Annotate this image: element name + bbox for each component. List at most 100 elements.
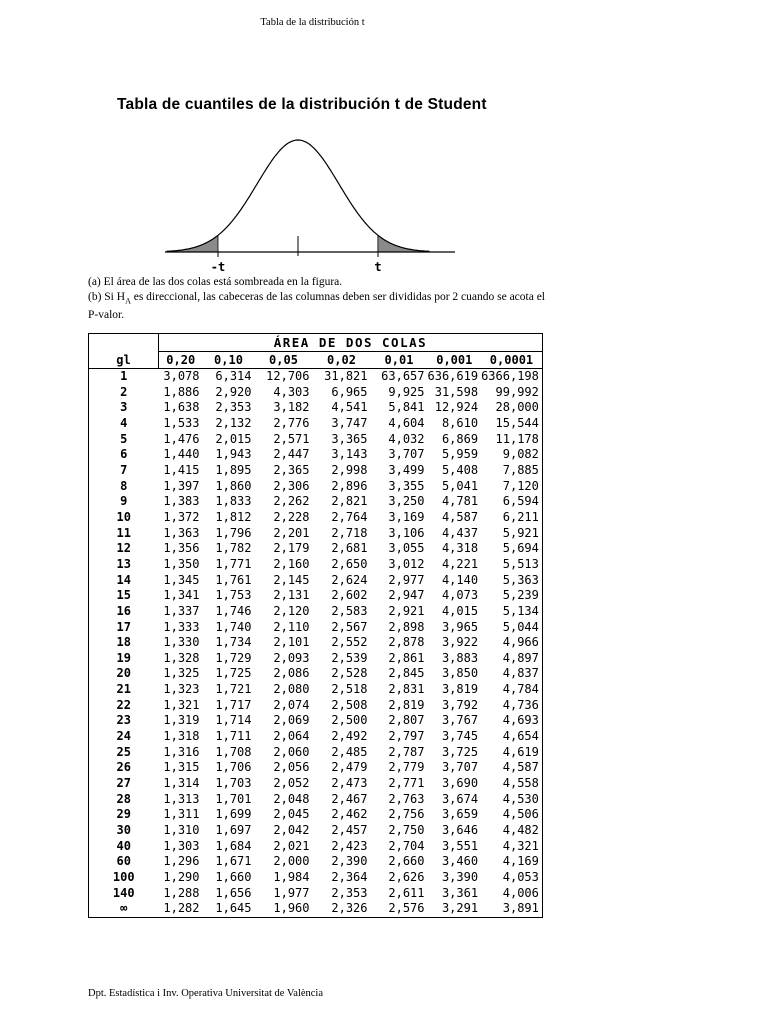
t-value-cell: 4,032	[388, 431, 425, 446]
t-value-cell: 4,482	[502, 823, 539, 838]
t-value-cell: 3,143	[331, 447, 368, 462]
t-value-cell: 1,372	[163, 509, 200, 524]
gl-cell: 13	[116, 556, 131, 571]
t-value-cell: 4,530	[502, 791, 539, 806]
t-value-cell: 4,140	[441, 572, 479, 587]
t-value-cell: 2,390	[331, 854, 368, 869]
t-value-cell: 1,895	[215, 462, 252, 477]
t-value-cell: 1,356	[163, 541, 200, 556]
t-value-cell: 3,747	[331, 415, 368, 430]
t-value-cell: 1,699	[215, 807, 252, 822]
t-value-cell: 2,921	[388, 603, 425, 618]
gl-column-header: gl	[88, 351, 159, 369]
note-b-post: es direccional, las cabeceras de las col…	[88, 291, 545, 322]
t-value-cell: 4,053	[502, 870, 539, 884]
t-value-cell: 2,080	[273, 682, 310, 697]
t-value-cell: 2,306	[273, 478, 310, 493]
t-value-cell: 2,602	[331, 588, 368, 603]
t-value-cell: 2,473	[331, 776, 368, 791]
t-value-cell: 1,318	[163, 729, 200, 744]
t-value-cell: 1,476	[163, 431, 200, 446]
t-value-cell: 1,711	[215, 729, 252, 744]
t-value-cell: 1,977	[273, 885, 310, 900]
table-row: 17 1,333 1,740 2,110 2,567 2,898 3,965 5,044	[89, 620, 543, 636]
t-value-cell: 2,086	[273, 666, 310, 681]
t-value-cell: 1,310	[163, 823, 200, 838]
t-value-cell: 4,781	[441, 494, 479, 509]
t-value-cell: 2,845	[388, 666, 425, 681]
t-value-cell: 4,015	[441, 603, 479, 618]
t-value-cell: 2,015	[215, 431, 252, 446]
t-value-cell: 6,965	[331, 384, 368, 399]
t-value-cell: 3,707	[441, 760, 479, 775]
t-value-cell: 1,734	[215, 635, 252, 650]
table-row: 3 1,638 2,353 3,182 4,541 5,841 12,924 28,000	[89, 400, 543, 416]
t-value-cell: 2,539	[331, 650, 368, 665]
table-row: 13 1,350 1,771 2,160 2,650 3,012 4,221 5,513	[89, 557, 543, 573]
t-value-cell: 4,169	[502, 854, 539, 869]
t-value-cell: 1,330	[163, 635, 200, 650]
t-value-cell: 4,604	[388, 415, 425, 430]
t-value-cell: 2,069	[273, 713, 310, 728]
gl-cell: 30	[116, 823, 131, 838]
table-row: 14 1,345 1,761 2,145 2,624 2,977 4,140 5,363	[89, 573, 543, 589]
table-row: 20 1,325 1,725 2,086 2,528 2,845 3,850 4,837	[89, 666, 543, 682]
t-value-cell: 2,750	[388, 823, 425, 838]
gl-cell: 19	[116, 650, 131, 665]
t-value-cell: 2,718	[331, 525, 368, 540]
t-value-cell: 4,654	[502, 729, 539, 744]
t-value-cell: 2,861	[388, 650, 425, 665]
t-value-cell: 1,717	[215, 697, 252, 712]
t-value-cell: 1,533	[163, 415, 200, 430]
t-value-cell: 3,012	[388, 556, 425, 571]
column-header: 0,001	[427, 351, 482, 369]
gl-cell: 100	[112, 870, 135, 884]
column-header: 0,20	[158, 351, 203, 369]
t-value-cell: 2,704	[388, 838, 425, 853]
t-value-cell: 1,729	[215, 650, 252, 665]
t-value-cell: 2,228	[273, 509, 310, 524]
t-value-cell: 1,943	[215, 447, 252, 462]
t-value-cell: 2,896	[331, 478, 368, 493]
t-value-cell: 5,408	[441, 462, 479, 477]
t-value-cell: 1,796	[215, 525, 252, 540]
t-value-cell: 1,656	[215, 885, 252, 900]
table-row: 9 1,383 1,833 2,262 2,821 3,250 4,781 6,594	[89, 494, 543, 510]
t-value-cell: 2,898	[388, 619, 425, 634]
t-value-cell: 3,551	[441, 838, 479, 853]
table-row: 27 1,314 1,703 2,052 2,473 2,771 3,690 4,558	[89, 776, 543, 792]
t-value-cell: 2,660	[388, 854, 425, 869]
t-value-cell: 2,998	[331, 462, 368, 477]
t-value-cell: 1,415	[163, 462, 200, 477]
gl-cell: 20	[116, 666, 131, 681]
t-value-cell: 4,619	[502, 744, 539, 759]
t-value-cell: 2,567	[331, 619, 368, 634]
t-value-cell: 1,313	[163, 791, 200, 806]
t-value-cell: 1,771	[215, 556, 252, 571]
t-value-cell: 3,690	[441, 776, 479, 791]
t-value-cell: 1,315	[163, 760, 200, 775]
t-value-cell: 2,101	[273, 635, 310, 650]
t-value-cell: 3,965	[441, 619, 479, 634]
t-value-cell: 1,296	[163, 854, 200, 869]
t-value-cell: 1,328	[163, 650, 200, 665]
t-value-cell: 1,833	[215, 494, 252, 509]
t-value-cell: 2,326	[331, 901, 368, 916]
table-row: 40 1,303 1,684 2,021 2,423 2,704 3,551 4,321	[89, 839, 543, 855]
t-value-cell: 3,922	[441, 635, 479, 650]
t-value-cell: 12,924	[434, 400, 479, 415]
note-b-subscript: A	[125, 296, 131, 306]
t-value-cell: 2,756	[388, 807, 425, 822]
t-value-cell: 3,182	[273, 400, 310, 415]
t-value-cell: 2,771	[388, 776, 425, 791]
table-row: 6 1,440 1,943 2,447 3,143 3,707 5,959 9,082	[89, 447, 543, 463]
t-value-cell: 1,282	[163, 901, 200, 916]
t-value-cell: 2,797	[388, 729, 425, 744]
t-value-cell: 2,132	[215, 415, 252, 430]
t-value-cell: 6,594	[502, 494, 539, 509]
t-value-cell: 3,745	[441, 729, 479, 744]
table-row: 15 1,341 1,753 2,131 2,602 2,947 4,073 5,239	[89, 588, 543, 604]
gl-cell: 7	[120, 462, 128, 477]
table-row: ∞ 1,282 1,645 1,960 2,326 2,576 3,291 3,891	[89, 901, 543, 917]
